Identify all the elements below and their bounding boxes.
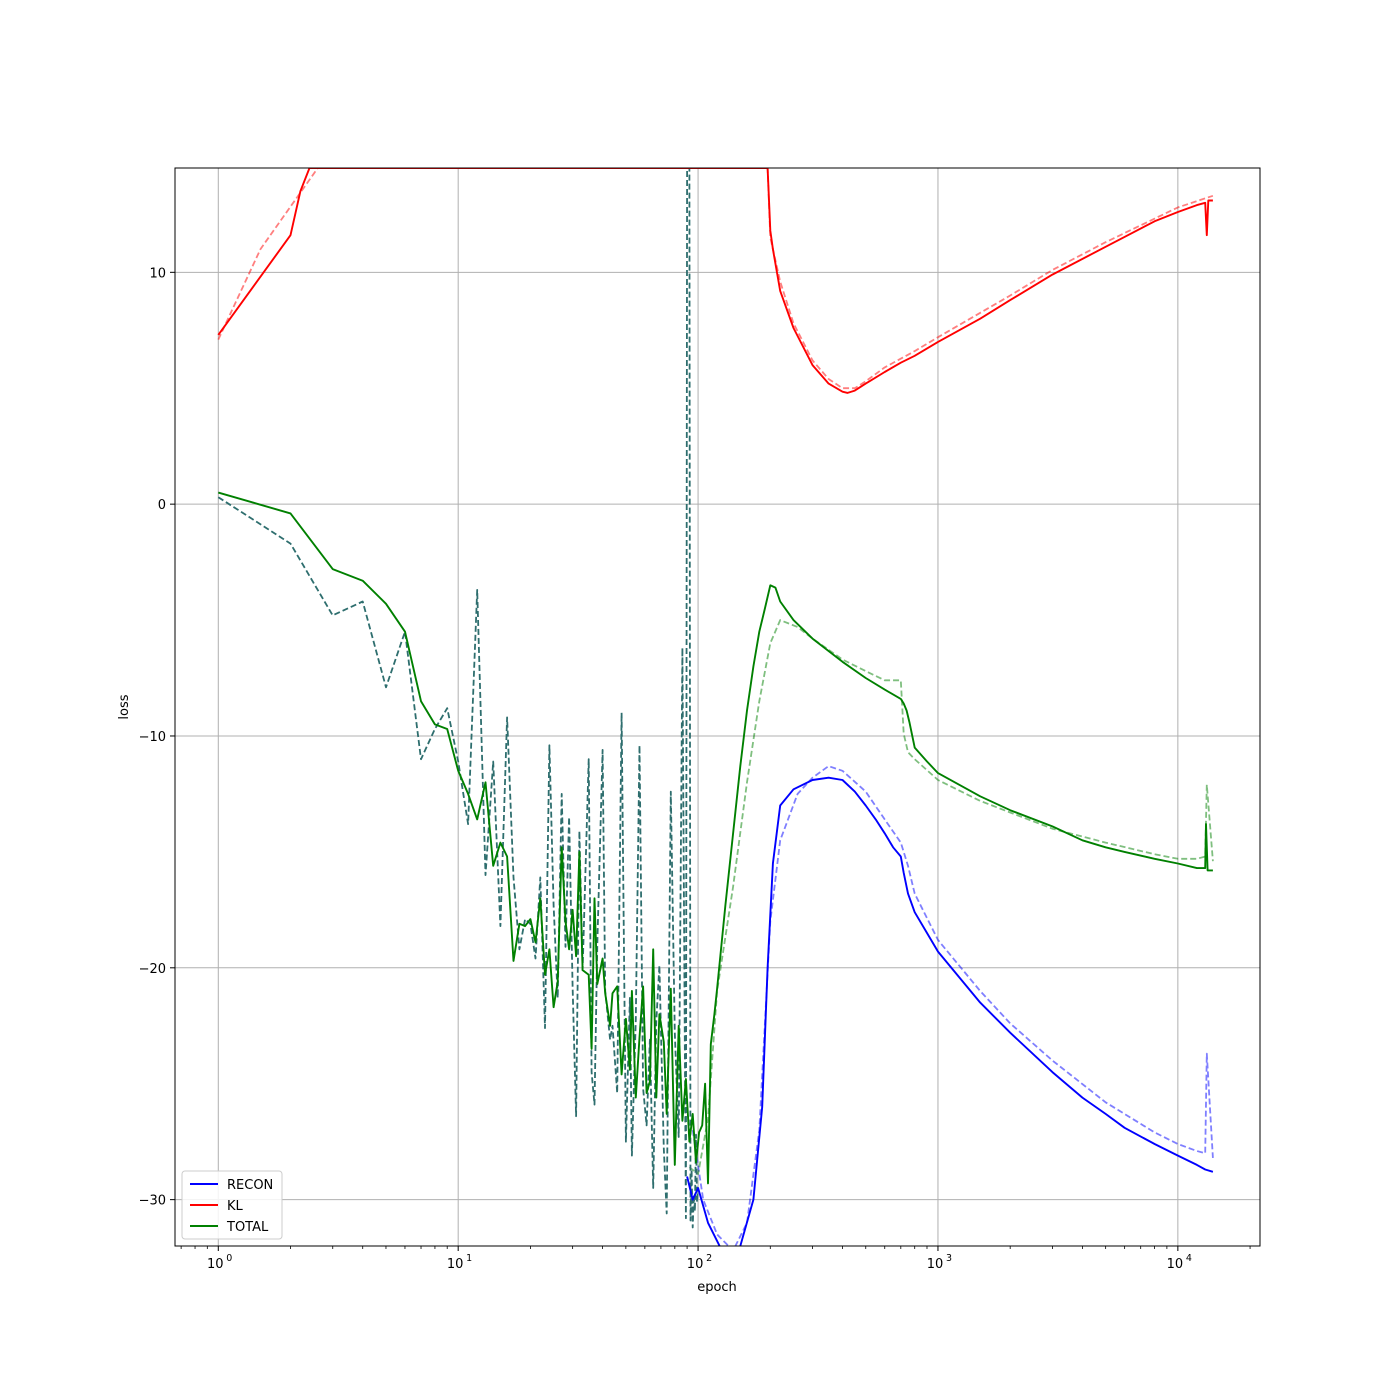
x-tick-exponent: 4 (1186, 1253, 1192, 1264)
y-tick-label: 10 (149, 266, 166, 281)
legend-label-kl: KL (227, 1199, 244, 1214)
plot-area (175, 168, 1260, 1246)
x-tick-exponent: 1 (466, 1253, 472, 1264)
series-line-recon-validation (691, 765, 1214, 1246)
y-tick-label: −10 (139, 730, 166, 745)
y-tick-label: −20 (139, 962, 166, 977)
series-line-total (218, 491, 1213, 1185)
y-tick-label: 0 (158, 498, 166, 513)
plot-frame (174, 167, 1261, 1247)
grid (175, 168, 1260, 1246)
x-tick-exponent: 0 (226, 1253, 232, 1264)
series-line-kl (217, 168, 1213, 394)
series-line-recon (686, 776, 1214, 1246)
legend: RECON KL TOTAL (181, 1170, 283, 1240)
x-tick-label: 10 (207, 1257, 224, 1272)
y-axis-label: loss (117, 694, 132, 719)
legend-box (181, 1170, 283, 1240)
x-axis: 10 0 10 1 10 2 10 3 10 4 (180, 1246, 1251, 1272)
x-tick-label: 10 (927, 1257, 944, 1272)
x-tick-exponent: 3 (946, 1253, 952, 1264)
series-line-total-validation-early (217, 168, 699, 1229)
series-line-total-validation (688, 619, 1214, 1175)
x-tick-label: 10 (1167, 1257, 1184, 1272)
legend-label-total: TOTAL (226, 1220, 269, 1235)
x-tick-label: 10 (687, 1257, 704, 1272)
y-tick-label: −30 (139, 1194, 166, 1209)
legend-label-recon: RECON (227, 1178, 273, 1193)
x-tick-exponent: 2 (706, 1253, 712, 1264)
y-axis: 10 0 −10 −20 −30 (139, 266, 175, 1209)
x-axis-label: epoch (697, 1280, 737, 1295)
series-layer (217, 168, 1214, 1246)
x-tick-label: 10 (447, 1257, 464, 1272)
